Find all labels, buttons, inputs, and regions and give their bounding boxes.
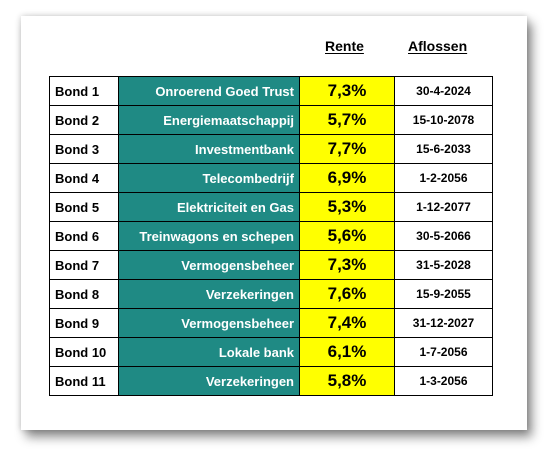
- bond-sector-cell: Lokale bank: [118, 337, 300, 367]
- bond-rate-cell: 5,8%: [299, 366, 395, 396]
- bond-maturity-cell: 1-2-2056: [394, 163, 493, 193]
- bond-table-card: Rente Aflossen Bond 1 Onroerend Goed Trus…: [21, 16, 527, 430]
- bond-name-cell: Bond 10: [49, 337, 119, 367]
- table-row: Bond 1 Onroerend Goed Trust 7,3% 30-4-2024: [49, 76, 493, 106]
- bond-rate-cell: 5,7%: [299, 105, 395, 135]
- table-row: Bond 6 Treinwagons en schepen 5,6% 30-5-206…: [49, 221, 493, 251]
- bond-name-cell: Bond 1: [49, 76, 119, 106]
- bond-table-body: Bond 1 Onroerend Goed Trust 7,3% 30-4-2024 B…: [49, 76, 493, 396]
- bond-maturity-cell: 1-12-2077: [394, 192, 493, 222]
- bond-rate-cell: 7,7%: [299, 134, 395, 164]
- bond-sector-cell: Onroerend Goed Trust: [118, 76, 300, 106]
- bond-sector-cell: Investmentbank: [118, 134, 300, 164]
- table-row: Bond 3 Investmentbank 7,7% 15-6-2033: [49, 134, 493, 164]
- bond-rate-cell: 7,6%: [299, 279, 395, 309]
- bond-rate-cell: 7,3%: [299, 76, 395, 106]
- header-rente: Rente: [325, 38, 364, 54]
- bond-maturity-cell: 31-5-2028: [394, 250, 493, 280]
- bond-sector-cell: Energiemaatschappij: [118, 105, 300, 135]
- table-row: Bond 9 Vermogensbeheer 7,4% 31-12-2027: [49, 308, 493, 338]
- bond-maturity-cell: 30-5-2066: [394, 221, 493, 251]
- bond-sector-cell: Vermogensbeheer: [118, 308, 300, 338]
- bond-maturity-cell: 15-9-2055: [394, 279, 493, 309]
- bond-sector-cell: Vermogensbeheer: [118, 250, 300, 280]
- bond-name-cell: Bond 7: [49, 250, 119, 280]
- bond-name-cell: Bond 9: [49, 308, 119, 338]
- bond-rate-cell: 5,3%: [299, 192, 395, 222]
- table-row: Bond 7 Vermogensbeheer 7,3% 31-5-2028: [49, 250, 493, 280]
- bond-name-cell: Bond 4: [49, 163, 119, 193]
- bond-sector-cell: Telecombedrijf: [118, 163, 300, 193]
- bond-maturity-cell: 1-7-2056: [394, 337, 493, 367]
- bond-name-cell: Bond 2: [49, 105, 119, 135]
- bond-rate-cell: 5,6%: [299, 221, 395, 251]
- table-row: Bond 11 Verzekeringen 5,8% 1-3-2056: [49, 366, 493, 396]
- bond-name-cell: Bond 8: [49, 279, 119, 309]
- bond-maturity-cell: 15-6-2033: [394, 134, 493, 164]
- bond-rate-cell: 7,4%: [299, 308, 395, 338]
- bond-rate-cell: 7,3%: [299, 250, 395, 280]
- header-aflossen: Aflossen: [408, 38, 468, 54]
- bond-table: Bond 1 Onroerend Goed Trust 7,3% 30-4-2024 B…: [49, 76, 493, 396]
- table-row: Bond 4 Telecombedrijf 6,9% 1-2-2056: [49, 163, 493, 193]
- bond-sector-cell: Treinwagons en schepen: [118, 221, 300, 251]
- bond-sector-cell: Verzekeringen: [118, 366, 300, 396]
- table-row: Bond 5 Elektriciteit en Gas 5,3% 1-12-2077: [49, 192, 493, 222]
- bond-maturity-cell: 1-3-2056: [394, 366, 493, 396]
- bond-rate-cell: 6,1%: [299, 337, 395, 367]
- table-row: Bond 2 Energiemaatschappij 5,7% 15-10-2078: [49, 105, 493, 135]
- column-headers: Rente Aflossen: [21, 38, 527, 58]
- bond-sector-cell: Elektriciteit en Gas: [118, 192, 300, 222]
- bond-name-cell: Bond 6: [49, 221, 119, 251]
- bond-maturity-cell: 15-10-2078: [394, 105, 493, 135]
- bond-name-cell: Bond 11: [49, 366, 119, 396]
- bond-name-cell: Bond 3: [49, 134, 119, 164]
- table-row: Bond 10 Lokale bank 6,1% 1-7-2056: [49, 337, 493, 367]
- bond-sector-cell: Verzekeringen: [118, 279, 300, 309]
- table-row: Bond 8 Verzekeringen 7,6% 15-9-2055: [49, 279, 493, 309]
- bond-name-cell: Bond 5: [49, 192, 119, 222]
- bond-maturity-cell: 30-4-2024: [394, 76, 493, 106]
- bond-maturity-cell: 31-12-2027: [394, 308, 493, 338]
- bond-rate-cell: 6,9%: [299, 163, 395, 193]
